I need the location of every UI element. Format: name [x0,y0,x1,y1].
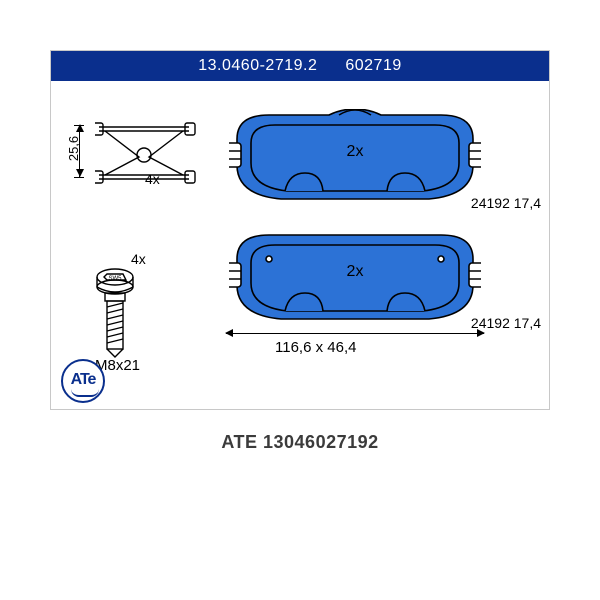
part-number: 13.0460-2719.2 [198,57,317,75]
pad-top-qty: 2x [347,143,364,161]
brake-pad-top: 2x 24192 17,4 [229,109,481,203]
bolt-icon: SW5 [93,267,143,359]
brand-logo: ATe [61,359,105,403]
clip-height-label: 25,6 [66,136,81,161]
clip-hardware: 25,6 [73,103,203,203]
pad-top-id: 24192 17,4 [471,195,541,211]
bolt-hex-text: SW5 [108,276,122,282]
footprint-label: 116,6 x 46,4 [275,339,356,356]
brake-pad-bottom: 2x 24192 17,4 [229,229,481,323]
caption: ATE 13046027192 [221,432,378,453]
logo-swoosh-icon [71,389,99,397]
clip-qty: 4x [145,171,160,187]
header-bar: 13.0460-2719.2 602719 [51,51,549,81]
diagram-content: 25,6 [51,81,549,409]
logo-text: ATe [71,371,96,389]
bolt-qty: 4x [131,251,146,267]
short-code: 602719 [345,57,401,75]
pad-bottom-qty: 2x [347,263,364,281]
bolt-hardware: 4x [73,245,203,375]
logo-circle-icon: ATe [61,359,105,403]
diagram-card: 13.0460-2719.2 602719 25,6 [50,50,550,410]
footprint-dim-line [226,333,484,334]
